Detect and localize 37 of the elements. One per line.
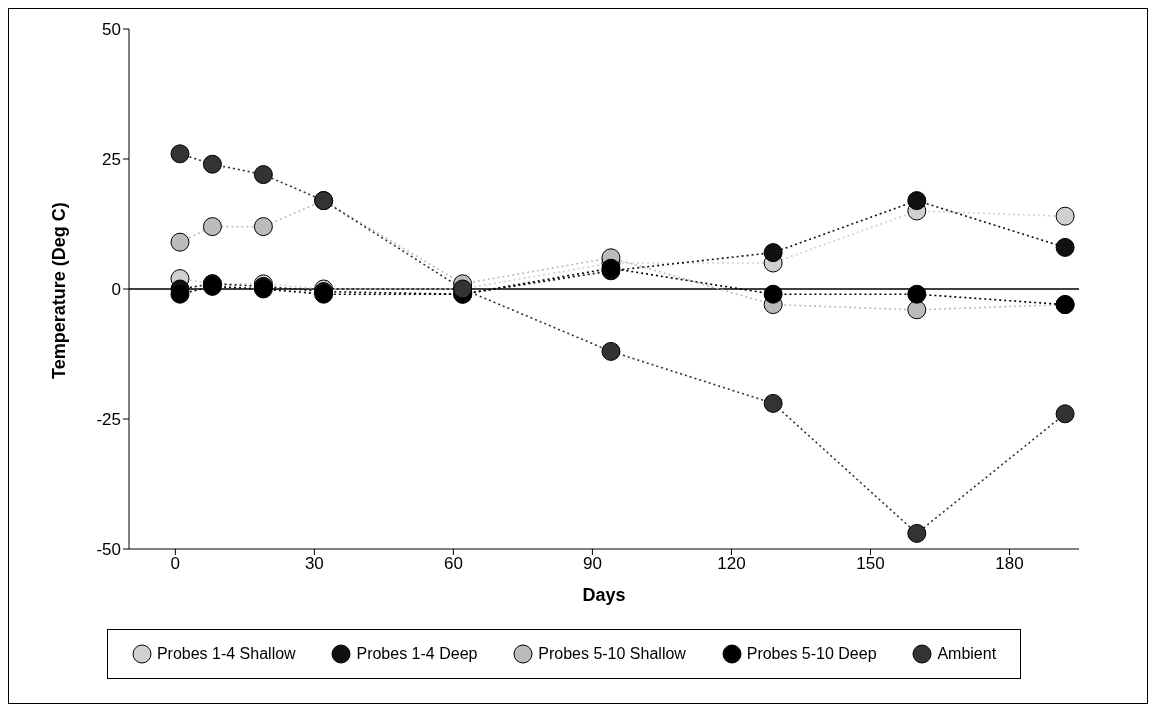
point (763, 393, 783, 413)
x-tick-label: 90 (582, 554, 602, 574)
point (253, 217, 273, 237)
legend-label: Probes 1-4 Shallow (156, 645, 296, 663)
legend-label: Probes 5-10 Deep (746, 645, 877, 663)
legend-label: Probes 5-10 Shallow (538, 645, 686, 663)
point (907, 191, 927, 211)
point (202, 217, 222, 237)
point (202, 154, 222, 174)
point (907, 284, 927, 304)
y-tick-label: 50 (102, 20, 121, 40)
y-tick-label: 0 (111, 280, 121, 300)
x-tick-label: 30 (304, 554, 324, 574)
point (170, 144, 190, 164)
x-tick-label: 0 (170, 554, 181, 574)
point (170, 232, 190, 252)
legend-label: Probes 1-4 Deep (356, 645, 478, 663)
x-axis-title: Days (582, 585, 626, 605)
point (907, 300, 927, 320)
point (1055, 206, 1075, 226)
y-axis-title: Temperature (Deg C) (49, 202, 70, 379)
y-tick-label: -25 (96, 410, 121, 430)
point (170, 284, 190, 304)
y-tick-label: 25 (102, 150, 121, 170)
x-tick-label: 120 (717, 554, 746, 574)
legend-label: Ambient (937, 645, 997, 663)
point (907, 523, 927, 543)
x-tick-label: 180 (995, 554, 1024, 574)
point (1055, 237, 1075, 257)
x-tick-label: 60 (443, 554, 463, 574)
point (601, 341, 621, 361)
point (253, 165, 273, 185)
y-tick-label: -50 (96, 540, 121, 560)
point (763, 284, 783, 304)
point (1055, 404, 1075, 424)
x-tick-label: 150 (856, 554, 885, 574)
point (763, 243, 783, 263)
